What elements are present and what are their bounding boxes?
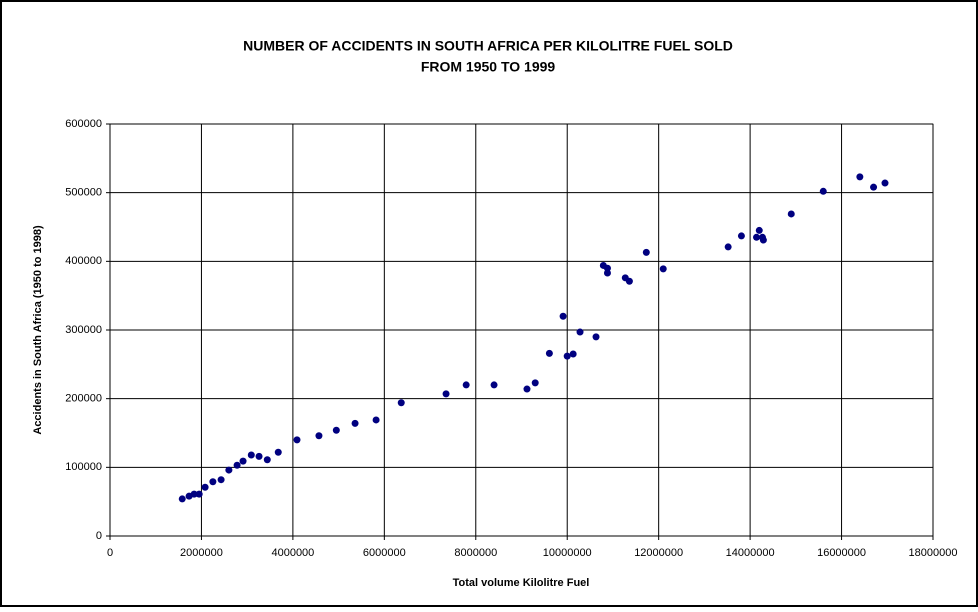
point [293,436,301,444]
point [759,236,767,244]
x-tick-label: 2000000 [180,547,223,559]
x-tick-label: 6000000 [363,547,406,559]
point [239,457,247,465]
x-tick-label: 18000000 [909,547,958,559]
point [787,210,795,218]
point [351,419,359,427]
x-tick-label: 8000000 [454,547,497,559]
x-tick-label: 10000000 [543,547,592,559]
point [563,352,571,360]
point [569,350,577,358]
point [263,456,271,464]
point [659,265,667,273]
point [178,495,186,503]
point [870,183,878,191]
point [247,451,255,459]
point [625,277,633,285]
y-tick-label: 300000 [65,324,102,336]
y-tick-label: 200000 [65,393,102,405]
point [462,381,470,389]
point [315,432,323,440]
point [332,426,340,434]
x-tick-label: 0 [107,547,113,559]
point [523,385,531,393]
y-tick-label: 600000 [65,118,102,130]
point [190,490,198,498]
y-tick-label: 100000 [65,461,102,473]
point [603,269,611,277]
point [592,333,600,341]
point [559,312,567,320]
point [217,476,225,484]
y-tick-label: 400000 [65,255,102,267]
point [856,173,864,181]
x-tick-label: 14000000 [726,547,775,559]
x-tick-label: 12000000 [634,547,683,559]
point [737,232,745,240]
point [233,461,241,469]
point [545,349,553,357]
point [755,226,763,234]
point [372,416,380,424]
point [576,328,584,336]
point [274,448,282,456]
point [531,379,539,387]
point [603,264,611,272]
x-axis-title: Total volume Kilolitre Fuel [453,577,590,589]
point [753,233,761,241]
y-tick-label: 0 [96,530,102,542]
point [397,399,405,407]
chart-title: NUMBER OF ACCIDENTS IN SOUTH AFRICA PER … [243,38,733,54]
y-tick-label: 500000 [65,187,102,199]
x-tick-label: 16000000 [817,547,866,559]
point [819,187,827,195]
point [724,243,732,251]
point [442,390,450,398]
point [201,483,209,491]
y-axis-title: Accidents in South Africa (1950 to 1998) [32,225,44,435]
point [642,248,650,256]
chart-title: FROM 1950 TO 1999 [421,59,556,75]
point [881,179,889,187]
point [255,452,263,460]
point [195,490,203,498]
point [490,381,498,389]
x-tick-label: 4000000 [271,547,314,559]
point [225,466,233,474]
point [209,478,217,486]
